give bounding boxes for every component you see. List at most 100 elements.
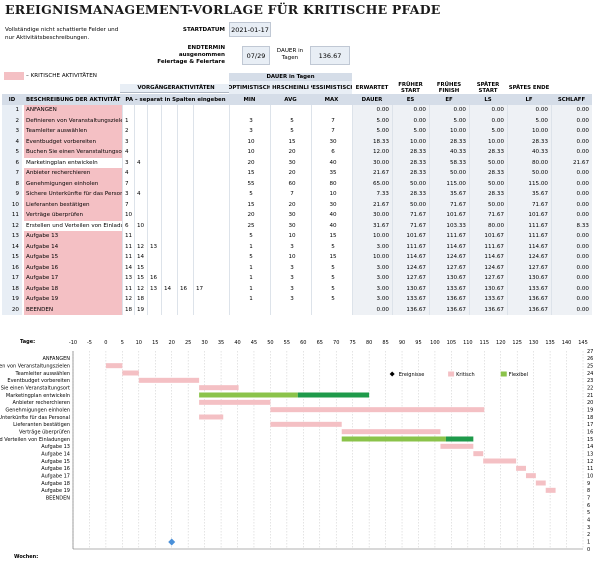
activity-desc-cell[interactable]: Lieferanten bestätigen: [24, 199, 122, 210]
predecessor-cell[interactable]: 3: [122, 157, 134, 168]
predecessor-cell[interactable]: [177, 210, 193, 221]
predecessor-cell[interactable]: [147, 178, 161, 189]
activity-desc-cell[interactable]: Aufgabe 14: [24, 241, 122, 252]
predecessor-cell[interactable]: [177, 147, 193, 158]
predecessor-cell[interactable]: [177, 178, 193, 189]
avg-cell[interactable]: 60: [270, 178, 311, 189]
min-cell[interactable]: 10: [229, 136, 270, 147]
predecessor-cell[interactable]: [134, 105, 147, 116]
predecessor-cell[interactable]: [161, 199, 177, 210]
predecessor-cell[interactable]: 15: [134, 262, 147, 273]
predecessor-cell[interactable]: [147, 294, 161, 305]
predecessor-cell[interactable]: 3: [122, 189, 134, 200]
max-cell[interactable]: 40: [311, 157, 352, 168]
min-cell[interactable]: 15: [229, 199, 270, 210]
max-cell[interactable]: 30: [311, 199, 352, 210]
predecessor-cell[interactable]: [147, 304, 161, 315]
predecessor-cell[interactable]: [161, 157, 177, 168]
predecessor-cell[interactable]: [134, 231, 147, 242]
predecessor-cell[interactable]: [177, 252, 193, 263]
predecessor-cell[interactable]: [193, 273, 229, 284]
predecessor-cell[interactable]: [147, 147, 161, 158]
predecessor-cell[interactable]: [193, 241, 229, 252]
max-cell[interactable]: 5: [311, 262, 352, 273]
avg-cell[interactable]: [270, 105, 311, 116]
predecessor-cell[interactable]: [134, 168, 147, 179]
min-cell[interactable]: [229, 304, 270, 315]
min-cell[interactable]: 1: [229, 273, 270, 284]
predecessor-cell[interactable]: [161, 241, 177, 252]
max-cell[interactable]: 30: [311, 136, 352, 147]
max-cell[interactable]: 15: [311, 252, 352, 263]
predecessor-cell[interactable]: [161, 304, 177, 315]
predecessor-cell[interactable]: 14: [134, 252, 147, 263]
predecessor-cell[interactable]: 10: [134, 220, 147, 231]
predecessor-cell[interactable]: [177, 157, 193, 168]
predecessor-cell[interactable]: [134, 115, 147, 126]
activity-desc-cell[interactable]: Genehmigungen einholen: [24, 178, 122, 189]
predecessor-cell[interactable]: 1: [122, 115, 134, 126]
avg-cell[interactable]: 10: [270, 252, 311, 263]
predecessor-cell[interactable]: 7: [122, 199, 134, 210]
predecessor-cell[interactable]: 15: [134, 273, 147, 284]
min-cell[interactable]: 10: [229, 147, 270, 158]
min-cell[interactable]: 55: [229, 178, 270, 189]
predecessor-cell[interactable]: 7: [122, 178, 134, 189]
start-date-field[interactable]: 2021-01-17: [229, 22, 271, 37]
avg-cell[interactable]: 3: [270, 262, 311, 273]
predecessor-cell[interactable]: [193, 231, 229, 242]
predecessor-cell[interactable]: [193, 136, 229, 147]
predecessor-cell[interactable]: 13: [147, 241, 161, 252]
predecessor-cell[interactable]: [177, 294, 193, 305]
predecessor-cell[interactable]: [161, 178, 177, 189]
activity-desc-cell[interactable]: Erstellen und Verteilen von Einladungen: [24, 220, 122, 231]
predecessor-cell[interactable]: [177, 220, 193, 231]
predecessor-cell[interactable]: [161, 189, 177, 200]
avg-cell[interactable]: 3: [270, 294, 311, 305]
predecessor-cell[interactable]: 11: [122, 252, 134, 263]
duration-field[interactable]: 136.67: [310, 46, 350, 65]
predecessor-cell[interactable]: [161, 273, 177, 284]
predecessor-cell[interactable]: [161, 105, 177, 116]
predecessor-cell[interactable]: 19: [134, 304, 147, 315]
predecessor-cell[interactable]: [147, 252, 161, 263]
avg-cell[interactable]: 30: [270, 157, 311, 168]
activity-desc-cell[interactable]: Aufgabe 19: [24, 294, 122, 305]
predecessor-cell[interactable]: [193, 178, 229, 189]
predecessor-cell[interactable]: [122, 105, 134, 116]
predecessor-cell[interactable]: [177, 136, 193, 147]
avg-cell[interactable]: 3: [270, 273, 311, 284]
max-cell[interactable]: 35: [311, 168, 352, 179]
predecessor-cell[interactable]: [177, 273, 193, 284]
avg-cell[interactable]: [270, 304, 311, 315]
predecessor-cell[interactable]: 16: [147, 273, 161, 284]
predecessor-cell[interactable]: [147, 220, 161, 231]
predecessor-cell[interactable]: [193, 262, 229, 273]
predecessor-cell[interactable]: [193, 220, 229, 231]
min-cell[interactable]: 1: [229, 294, 270, 305]
predecessor-cell[interactable]: [193, 252, 229, 263]
predecessor-cell[interactable]: 12: [122, 294, 134, 305]
min-cell[interactable]: 5: [229, 231, 270, 242]
avg-cell[interactable]: 5: [270, 126, 311, 137]
max-cell[interactable]: 7: [311, 115, 352, 126]
avg-cell[interactable]: 3: [270, 283, 311, 294]
predecessor-cell[interactable]: 16: [177, 283, 193, 294]
predecessor-cell[interactable]: [193, 168, 229, 179]
min-cell[interactable]: 5: [229, 189, 270, 200]
max-cell[interactable]: [311, 304, 352, 315]
activity-desc-cell[interactable]: Eventbudget vorbereiten: [24, 136, 122, 147]
predecessor-cell[interactable]: [134, 199, 147, 210]
min-cell[interactable]: 3: [229, 126, 270, 137]
min-cell[interactable]: 5: [229, 252, 270, 263]
max-cell[interactable]: 7: [311, 126, 352, 137]
predecessor-cell[interactable]: 13: [122, 273, 134, 284]
min-cell[interactable]: 25: [229, 220, 270, 231]
avg-cell[interactable]: 20: [270, 147, 311, 158]
max-cell[interactable]: 5: [311, 241, 352, 252]
min-cell[interactable]: 15: [229, 168, 270, 179]
predecessor-cell[interactable]: [193, 189, 229, 200]
predecessor-cell[interactable]: 14: [122, 262, 134, 273]
predecessor-cell[interactable]: 11: [122, 241, 134, 252]
min-cell[interactable]: 1: [229, 241, 270, 252]
